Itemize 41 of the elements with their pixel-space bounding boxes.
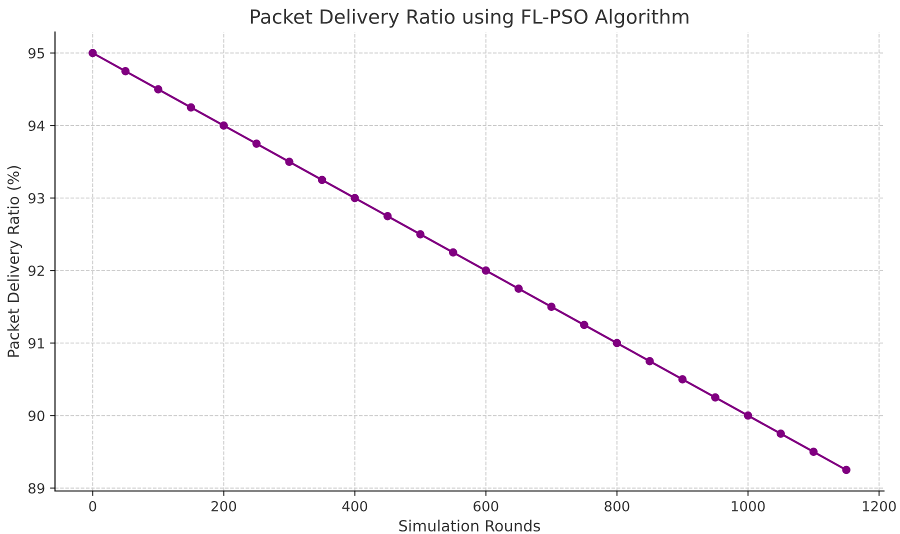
y-tick-label: 92 bbox=[28, 266, 44, 276]
point bbox=[482, 266, 490, 275]
point bbox=[220, 121, 228, 130]
point bbox=[514, 284, 523, 293]
x-tick-label: 600 bbox=[474, 500, 498, 512]
x-tick-label: 1000 bbox=[732, 500, 765, 512]
point bbox=[121, 66, 130, 76]
point bbox=[186, 103, 196, 112]
point bbox=[318, 176, 326, 184]
point bbox=[383, 212, 392, 220]
point bbox=[350, 194, 359, 202]
y-tick-label: 90 bbox=[28, 410, 44, 422]
point bbox=[809, 448, 818, 456]
y-tick-label: 93 bbox=[28, 193, 44, 204]
y-tick-label: 89 bbox=[28, 483, 44, 494]
point bbox=[448, 248, 458, 257]
y-axis-title: Packet Delivery Ratio (%) bbox=[7, 166, 22, 357]
point bbox=[646, 357, 654, 366]
point bbox=[711, 393, 720, 402]
x-tick-label: 1200 bbox=[862, 500, 896, 512]
point bbox=[88, 48, 97, 58]
y-tick-label: 94 bbox=[28, 120, 44, 132]
point bbox=[678, 375, 687, 384]
x-axis-title: Simulation Rounds bbox=[399, 520, 540, 532]
point bbox=[612, 338, 622, 348]
x-tick-label: 0 bbox=[89, 500, 96, 512]
point bbox=[252, 140, 261, 148]
y-tick-label: 91 bbox=[28, 338, 44, 349]
point bbox=[285, 158, 294, 166]
y-tick-label: 95 bbox=[28, 48, 44, 59]
x-tick-label: 800 bbox=[604, 500, 630, 512]
point bbox=[154, 85, 162, 94]
x-tick-label: 200 bbox=[212, 500, 236, 512]
point bbox=[416, 230, 425, 238]
point bbox=[547, 302, 556, 311]
chart-title: Packet Delivery Ratio using FL-PSO Algorithm bbox=[250, 8, 688, 28]
x-tick-label: 400 bbox=[342, 500, 368, 512]
point bbox=[776, 430, 785, 438]
point bbox=[842, 466, 850, 474]
point bbox=[580, 320, 588, 330]
point bbox=[744, 411, 752, 420]
